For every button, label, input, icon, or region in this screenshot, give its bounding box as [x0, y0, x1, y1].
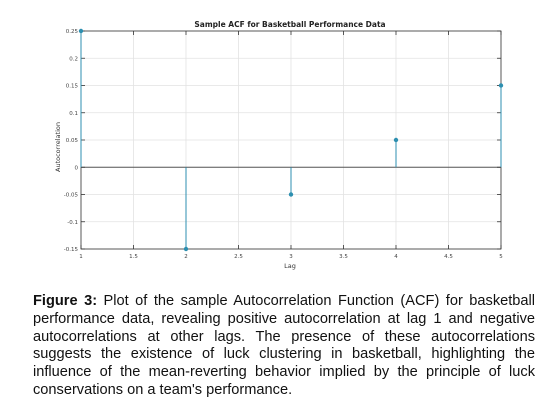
- figure-caption: Figure 3: Plot of the sample Autocorrela…: [33, 293, 535, 400]
- y-tick-label: 0.25: [66, 29, 79, 35]
- y-tick-label: -0.05: [64, 193, 79, 199]
- acf-chart: Sample ACF for Basketball Performance Da…: [54, 20, 504, 270]
- x-tick-label: 5: [499, 254, 503, 260]
- x-tick-label: 3.5: [339, 254, 348, 260]
- y-tick-label: 0.15: [66, 84, 79, 90]
- x-axis-label: Lag: [284, 262, 296, 270]
- caption-label: Figure 3:: [33, 293, 98, 309]
- y-tick-label: 0.05: [66, 138, 79, 144]
- stems: [78, 28, 504, 252]
- x-tick-label: 3: [289, 254, 293, 260]
- y-tick-label: 0.2: [69, 56, 78, 62]
- x-tick-label: 4.5: [444, 254, 453, 260]
- y-tick-label: 0.1: [69, 111, 78, 117]
- acf-point: [288, 192, 294, 197]
- acf-point: [78, 28, 84, 34]
- x-tick-label: 1: [79, 254, 83, 260]
- x-tick-label: 4: [394, 254, 398, 260]
- acf-point: [393, 137, 399, 143]
- x-tick-label: 2.5: [234, 254, 243, 260]
- y-tick-label: -0.1: [67, 220, 78, 226]
- acf-point: [183, 246, 189, 252]
- chart-title: Sample ACF for Basketball Performance Da…: [194, 20, 385, 29]
- y-tick-label: 0: [75, 165, 79, 171]
- caption-text: Plot of the sample Autocorrelation Funct…: [33, 293, 536, 398]
- x-tick-label: 2: [184, 254, 188, 260]
- y-axis-label: Autocorrelation: [54, 122, 62, 172]
- x-ticks: 1 1.5 2 2.5 3 3.5 4 4.5 5: [79, 31, 503, 260]
- acf-point: [498, 83, 504, 88]
- y-ticks: 0.25 0.2 0.15 0.1 0.05 0 -0.05 -0.1 -0.15: [64, 29, 501, 253]
- y-tick-label: -0.15: [64, 247, 79, 253]
- x-tick-label: 1.5: [129, 254, 138, 260]
